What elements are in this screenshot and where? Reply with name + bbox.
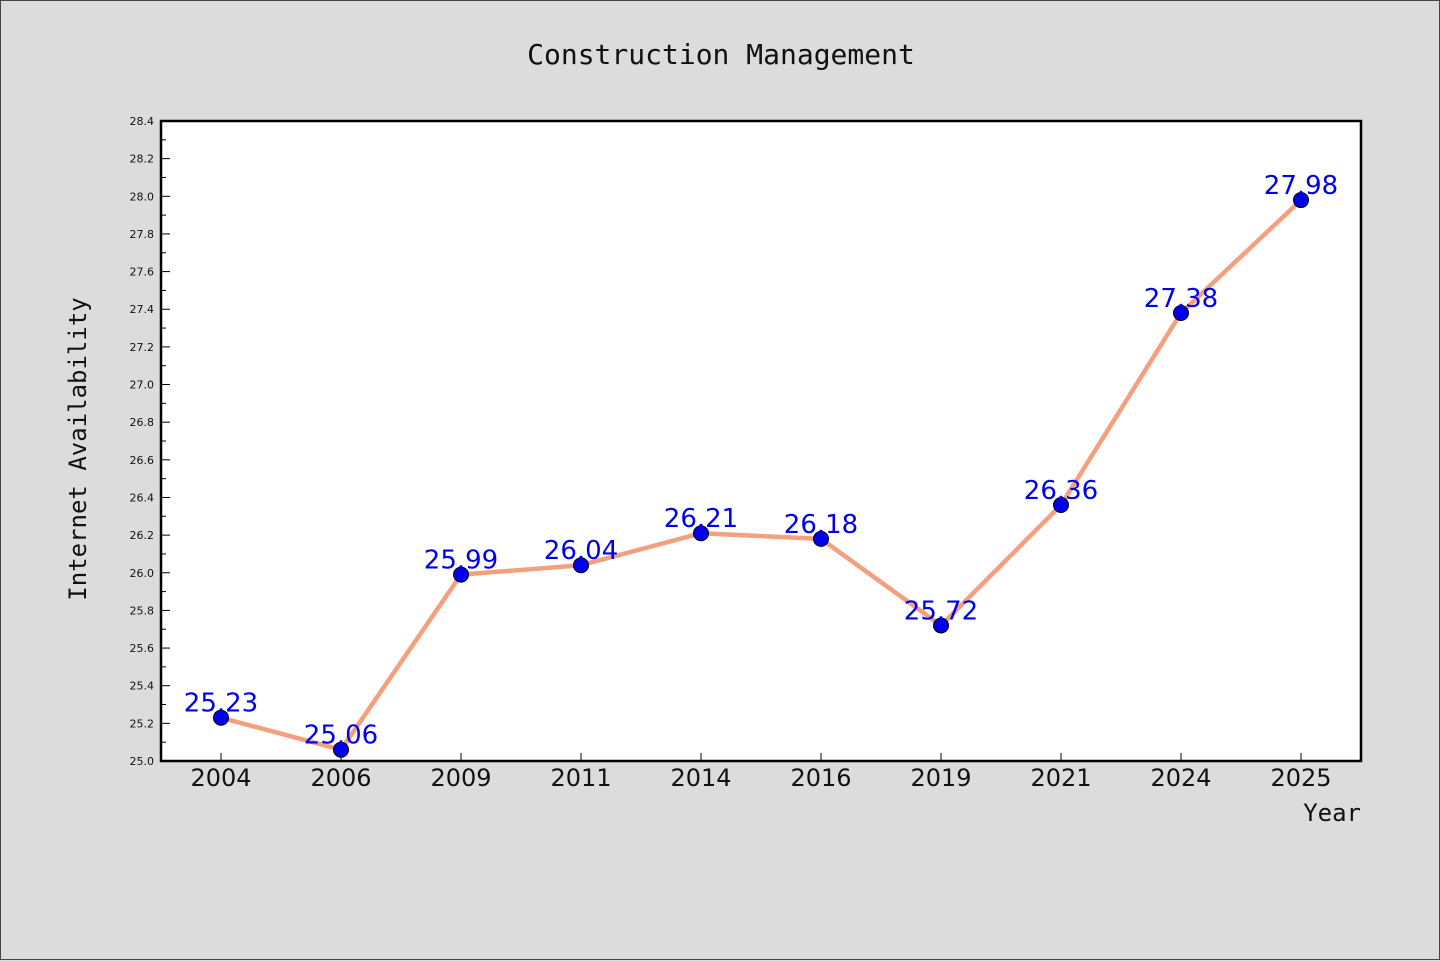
y-tick-label: 25.4	[130, 680, 155, 693]
x-tick-label: 2021	[1030, 764, 1091, 792]
data-point	[453, 566, 469, 583]
y-tick-label: 28.2	[130, 153, 155, 166]
data-label: 25.72	[904, 596, 978, 626]
data-label: 25.06	[304, 721, 378, 751]
x-tick-label: 2009	[430, 764, 491, 792]
y-tick-label: 25.8	[130, 604, 155, 617]
data-point	[213, 709, 229, 726]
x-tick-label: 2016	[790, 764, 851, 792]
x-tick-label: 2014	[670, 764, 731, 792]
x-tick-label: 2006	[310, 764, 371, 792]
data-label: 27.38	[1144, 284, 1218, 314]
data-point	[1173, 305, 1189, 321]
chart-title: Construction Management	[527, 38, 915, 71]
data-point	[573, 557, 589, 574]
y-tick-label: 26.8	[130, 416, 155, 429]
plot-area	[161, 121, 1361, 761]
y-axis: 25.0 25.2 25.4 25.6 25.8 26.0 26.2 26.4 26.6 26.8…	[130, 115, 170, 768]
data-label: 26.21	[664, 504, 738, 534]
y-tick-label: 26.4	[130, 491, 155, 504]
x-axis: 2004 2006 2009 2011 2014 2016 2019 2021 2024 2025	[190, 753, 1332, 792]
x-axis-label: Year	[1303, 799, 1361, 827]
data-label: 26.04	[544, 536, 618, 566]
y-axis-label: Internet Availability	[64, 297, 92, 600]
data-point	[813, 530, 829, 547]
data-labels: 25.23 25.06 25.99 26.04 26.21 26.18 25.72 26.36…	[184, 171, 1338, 751]
data-point	[1293, 192, 1309, 209]
data-point	[933, 617, 949, 634]
data-label: 27.98	[1264, 171, 1338, 201]
y-tick-label: 25.2	[130, 717, 155, 730]
x-tick-label: 2004	[190, 764, 251, 792]
y-tick-label: 27.2	[130, 341, 155, 354]
data-point	[333, 741, 349, 758]
y-tick-label: 27.8	[130, 228, 155, 241]
y-tick-label: 26.2	[130, 529, 155, 542]
y-tick-label: 27.4	[130, 303, 155, 316]
x-tick-label: 2025	[1270, 764, 1331, 792]
y-tick-label: 27.6	[130, 266, 155, 279]
y-tick-label: 25.6	[130, 642, 155, 655]
data-label: 25.99	[424, 546, 498, 576]
y-tick-label: 28.0	[130, 190, 155, 203]
plot-border	[159, 119, 1363, 763]
x-tick-label: 2024	[1150, 764, 1211, 792]
data-label: 25.23	[184, 689, 258, 719]
y-tick-label: 28.4	[130, 115, 155, 128]
y-tick-label: 26.0	[130, 567, 155, 580]
series-group	[213, 192, 1309, 758]
series-line	[218, 197, 1304, 752]
x-tick-label: 2011	[550, 764, 611, 792]
data-point	[693, 525, 709, 542]
y-tick-label: 26.6	[130, 454, 155, 467]
data-label: 26.36	[1024, 476, 1098, 506]
data-label: 26.18	[784, 510, 858, 540]
y-tick-label: 27.0	[130, 379, 155, 392]
y-tick-label: 25.0	[130, 755, 155, 768]
data-point	[1053, 497, 1069, 513]
x-tick-label: 2019	[910, 764, 971, 792]
